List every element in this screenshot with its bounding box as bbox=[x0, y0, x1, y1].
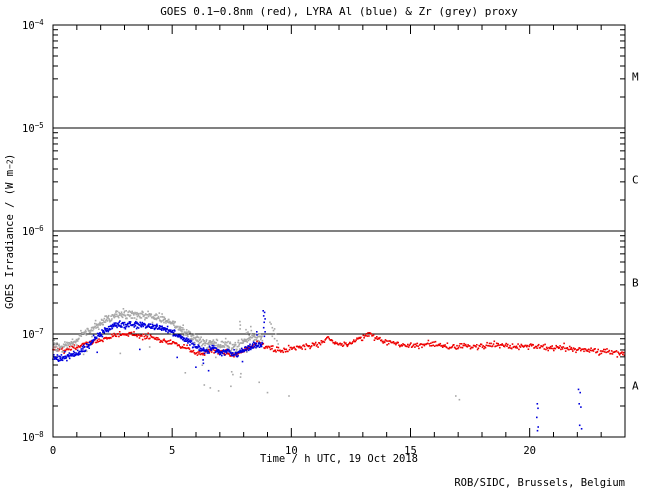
credit-text: ROB/SIDC, Brussels, Belgium bbox=[454, 477, 625, 489]
cluster-lyra-zr-cluster-0910-0930utc bbox=[269, 321, 279, 345]
y-tick-label: 10−7 bbox=[22, 327, 44, 341]
cluster-lyra-al-spike-0850utc bbox=[256, 310, 266, 338]
y-tick-label: 10−4 bbox=[22, 18, 44, 32]
cluster-lyra-zr-spikes-0750-0820utc bbox=[239, 320, 253, 334]
axis-tick-labels: 0 5 10 15 20 10−4 10−5 10−6 10−7 10−8 M C B A bbox=[22, 18, 639, 457]
flare-class-label-b: B bbox=[632, 277, 639, 290]
x-tick-label: 5 bbox=[169, 445, 175, 457]
data-points bbox=[52, 308, 626, 432]
x-tick-label: 0 bbox=[50, 445, 56, 457]
x-tick-label: 20 bbox=[523, 445, 536, 457]
y-tick-label: 10−6 bbox=[22, 224, 44, 238]
cluster-lyra-al-dots-2020utc bbox=[536, 403, 539, 432]
y-axis-label-prefix: GOES Irradiance / (W m bbox=[4, 169, 16, 309]
series-lyra-al-proxy-blue- bbox=[52, 320, 264, 372]
y-axis-label-exponent: −2 bbox=[5, 159, 15, 170]
y-tick-label: 10−5 bbox=[22, 121, 44, 135]
cluster-lyra-al-stray-low-dots bbox=[202, 359, 244, 365]
series-goes-0-1-0-8nm-red- bbox=[52, 331, 626, 358]
y-axis-label: GOES Irradiance / (W m −2) bbox=[4, 25, 16, 437]
cluster-lyra-al-dots-2205utc bbox=[577, 388, 583, 430]
x-tick-label: 10 bbox=[285, 445, 298, 457]
plot-frame bbox=[52, 24, 626, 438]
x-axis-label-text: Time / h UTC, 19 Oct 2018 bbox=[259, 453, 419, 465]
y-tick-label: 10−8 bbox=[22, 430, 44, 444]
series-lyra-zr-proxy-grey- bbox=[52, 308, 264, 388]
flare-class-label-m: M bbox=[632, 71, 639, 84]
flare-class-boundary-lines bbox=[53, 127, 625, 335]
flare-class-label-c: C bbox=[632, 174, 639, 187]
y-axis-label-suffix: ) bbox=[4, 153, 16, 160]
x-tick-label: 15 bbox=[404, 445, 417, 457]
x-axis-label: Time / h UTC, 19 Oct 2018 bbox=[53, 453, 625, 465]
cluster-lyra-zr-stray-low-dots bbox=[184, 371, 461, 401]
flare-class-label-a: A bbox=[632, 380, 639, 393]
chart-title: GOES 0.1−0.8nm (red), LYRA Al (blue) & Z… bbox=[160, 5, 518, 18]
